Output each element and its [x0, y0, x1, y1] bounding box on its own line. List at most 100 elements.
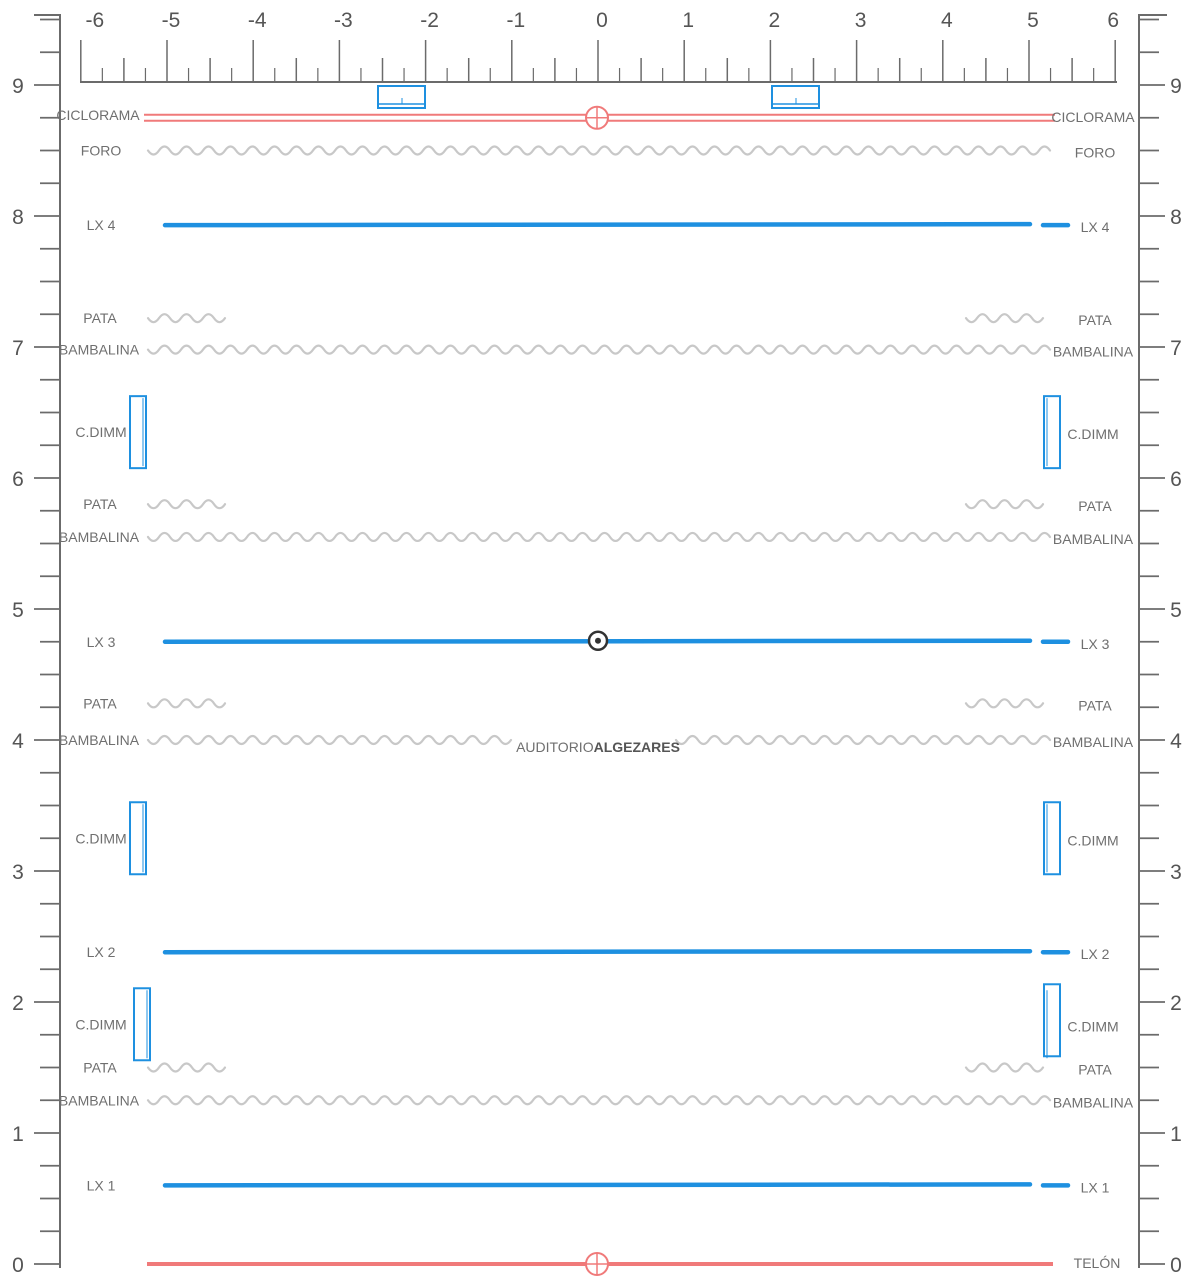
dimmer-label-right: C.DIMM: [1067, 426, 1118, 442]
lx-label-right: LX 3: [1081, 636, 1110, 652]
pata-label-left: PATA: [83, 310, 117, 326]
bambalina-label-left: BAMBALINA: [59, 529, 140, 545]
dimmer-label-right: C.DIMM: [1067, 1018, 1118, 1034]
right-ruler-label: 8: [1170, 206, 1182, 229]
dimmer-box-right: [1043, 983, 1061, 1058]
dimmer-box-left: [133, 987, 151, 1062]
dimmer-box-left: [129, 395, 147, 470]
bambalina-label-right: BAMBALINA: [1053, 344, 1134, 360]
pata-drape-left: [146, 698, 227, 709]
right-ruler-label: 5: [1170, 599, 1182, 622]
lx-label-left: LX 3: [87, 634, 116, 650]
dimmer-box-left: [129, 801, 147, 876]
top-ruler-label: -6: [85, 9, 104, 32]
left-ruler-label: 7: [12, 337, 24, 360]
pata-drape-right: [964, 698, 1045, 709]
rulers: -6 -5 -4 -3 -2 -1 0 1 2 3 4 5 6 0 0 1 1 2 2 3 3 4 4 5 5 6 6 7 7 8 8 9 9: [12, 9, 1182, 1277]
left-ruler-label: 3: [12, 861, 24, 884]
top-ruler-label: 3: [855, 9, 867, 32]
pata-drape-left: [146, 499, 227, 510]
lx-label-right: LX 4: [1081, 219, 1110, 235]
lx-label-left: LX 1: [87, 1177, 116, 1193]
dimmer-label-left: C.DIMM: [75, 424, 126, 440]
pata-label-left: PATA: [83, 1060, 117, 1076]
foro-drape: [146, 145, 1052, 156]
bambalina-drape: [146, 1095, 1052, 1106]
venue-title: AUDITORIOALGEZARES: [516, 739, 680, 755]
foro-label-left: FORO: [81, 143, 122, 159]
telon-label: TELÓN: [1074, 1255, 1121, 1271]
bambalina-label-left: BAMBALINA: [59, 342, 140, 358]
pata-drape-right: [964, 313, 1045, 324]
foro-label-right: FORO: [1075, 145, 1116, 161]
top-ruler-label: -2: [420, 9, 439, 32]
cyclorama-label-right: CICLORAMA: [1051, 109, 1135, 125]
bambalina-drape: [146, 344, 1052, 355]
dimmer-box-right: [1043, 395, 1061, 470]
pata-label-right: PATA: [1078, 312, 1112, 328]
pata-drape-right: [964, 499, 1045, 510]
dimmer-label-left: C.DIMM: [75, 1016, 126, 1032]
labels: FORO FORO BAMBALINA BAMBALINA BAMBALINA BAMBA…: [56, 107, 1135, 1271]
cyclorama-group: [144, 105, 1055, 1276]
top-ruler-label: 6: [1107, 9, 1119, 32]
lx-bar: [162, 221, 1033, 228]
left-ruler-label: 9: [12, 75, 24, 98]
bambalina-drape: [146, 734, 513, 746]
venue-title-name: ALGEZARES: [594, 739, 680, 755]
pata-label-right: PATA: [1078, 498, 1112, 514]
lighting-bars: [162, 221, 1071, 1188]
top-ruler-label: 1: [682, 9, 694, 32]
top-ruler-label: -4: [248, 9, 267, 32]
cyc-light-unit: [771, 85, 820, 109]
left-ruler-label: 5: [12, 599, 24, 622]
cyc-light-unit: [377, 85, 426, 109]
right-ruler-label: 0: [1170, 1254, 1182, 1277]
top-ruler-label: 0: [596, 9, 608, 32]
center-target-dot: [595, 637, 601, 644]
pata-label-left: PATA: [83, 496, 117, 512]
pata-label-right: PATA: [1078, 1062, 1112, 1078]
bambalina-drape: [674, 734, 1052, 746]
left-ruler-label: 2: [12, 992, 24, 1015]
dimmer-boxes: [129, 85, 1061, 1062]
pata-label-left: PATA: [83, 695, 117, 711]
dimmer-label-right: C.DIMM: [1067, 832, 1118, 848]
right-ruler-label: 1: [1170, 1123, 1182, 1146]
right-ruler-label: 2: [1170, 992, 1182, 1015]
dimmer-label-left: C.DIMM: [75, 830, 126, 846]
bambalina-label-right: BAMBALINA: [1053, 531, 1134, 547]
left-ruler-label: 8: [12, 206, 24, 229]
cyclorama-label-left: CICLORAMA: [56, 107, 140, 123]
lx-bar: [162, 1182, 1033, 1188]
right-ruler-label: 6: [1170, 468, 1182, 491]
lx-bar: [162, 948, 1033, 955]
lx-label-left: LX 4: [87, 217, 116, 233]
pata-drape-left: [146, 1062, 227, 1073]
top-ruler-label: -5: [162, 9, 181, 32]
right-ruler-label: 7: [1170, 337, 1182, 360]
drapes: [146, 145, 1052, 1106]
bambalina-drape: [146, 531, 1052, 543]
pata-drape-right: [964, 1062, 1045, 1073]
bambalina-label-left: BAMBALINA: [59, 1092, 140, 1108]
lx-label-right: LX 1: [1081, 1179, 1110, 1195]
top-ruler-label: -3: [334, 9, 353, 32]
pata-label-right: PATA: [1078, 697, 1112, 713]
venue-title-prefix: AUDITORIO: [516, 739, 594, 755]
bambalina-label-right: BAMBALINA: [1053, 734, 1134, 750]
right-ruler-label: 9: [1170, 75, 1182, 98]
top-ruler-label: -1: [506, 9, 525, 32]
right-ruler-label: 3: [1170, 861, 1182, 884]
dimmer-box-right: [1043, 801, 1061, 876]
bambalina-label-right: BAMBALINA: [1053, 1094, 1134, 1110]
top-ruler-label: 2: [769, 9, 781, 32]
right-ruler-label: 4: [1170, 730, 1182, 753]
left-ruler-label: 6: [12, 468, 24, 491]
left-ruler-label: 0: [12, 1254, 24, 1277]
top-ruler-label: 4: [941, 9, 953, 32]
bambalina-label-left: BAMBALINA: [59, 732, 140, 748]
pata-drape-left: [146, 313, 227, 324]
